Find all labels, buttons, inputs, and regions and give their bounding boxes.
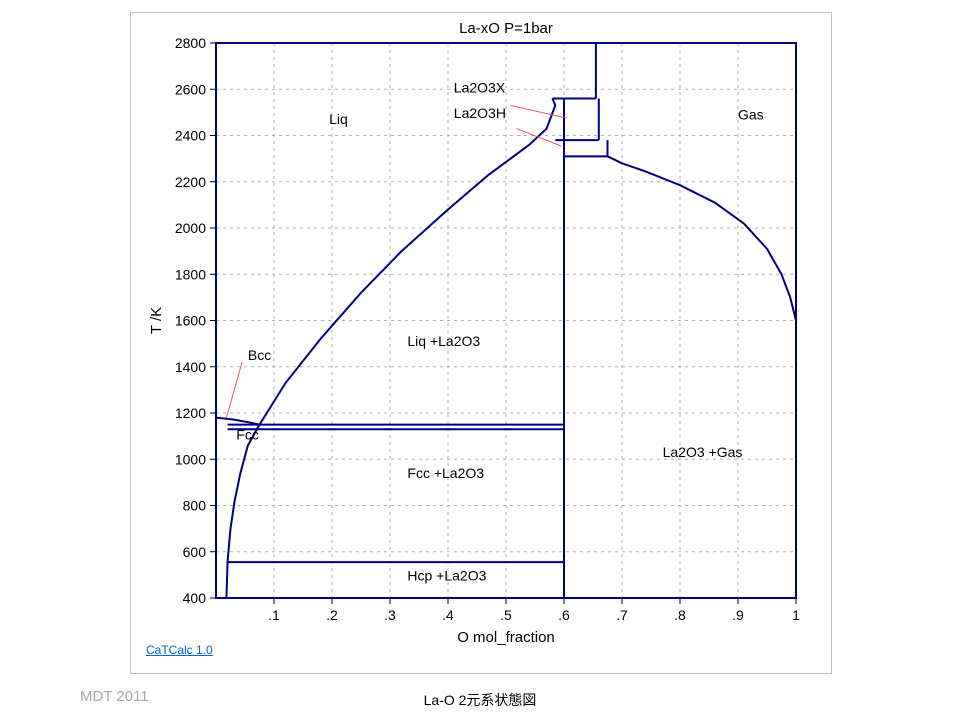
svg-text:La2O3X: La2O3X <box>454 80 506 96</box>
svg-text:.5: .5 <box>500 607 512 623</box>
svg-text:Fcc: Fcc <box>236 427 259 443</box>
phase-diagram-chart: La-xO P=1bar.1.2.3.4.5.6.7.8.91400600800… <box>131 13 831 673</box>
svg-text:Bcc: Bcc <box>248 347 271 363</box>
svg-text:1000: 1000 <box>175 451 206 467</box>
svg-text:1600: 1600 <box>175 313 206 329</box>
software-link[interactable]: CaTCalc 1.0 <box>146 643 213 657</box>
svg-text:1200: 1200 <box>175 405 206 421</box>
svg-text:La2O3H: La2O3H <box>454 105 506 121</box>
svg-text:600: 600 <box>183 544 207 560</box>
svg-text:.8: .8 <box>674 607 686 623</box>
svg-text:.2: .2 <box>326 607 338 623</box>
svg-text:.1: .1 <box>268 607 280 623</box>
svg-text:.7: .7 <box>616 607 628 623</box>
svg-text:Fcc +La2O3: Fcc +La2O3 <box>407 465 484 481</box>
svg-text:La2O3 +Gas: La2O3 +Gas <box>663 444 743 460</box>
svg-text:1400: 1400 <box>175 359 206 375</box>
footer-caption: La-O 2元系状態図 <box>0 690 960 710</box>
svg-text:.4: .4 <box>442 607 454 623</box>
svg-text:2200: 2200 <box>175 174 206 190</box>
svg-text:T /K: T /K <box>148 307 165 334</box>
svg-text:Liq: Liq <box>329 111 348 127</box>
svg-text:2600: 2600 <box>175 81 206 97</box>
svg-text:.9: .9 <box>732 607 744 623</box>
svg-text:2000: 2000 <box>175 220 206 236</box>
svg-text:Hcp +La2O3: Hcp +La2O3 <box>407 568 486 584</box>
svg-text:800: 800 <box>183 498 207 514</box>
chart-frame: La-xO P=1bar.1.2.3.4.5.6.7.8.91400600800… <box>130 12 832 674</box>
svg-text:400: 400 <box>183 590 207 606</box>
svg-text:Liq +La2O3: Liq +La2O3 <box>407 333 480 349</box>
svg-text:.3: .3 <box>384 607 396 623</box>
svg-text:La-xO P=1bar: La-xO P=1bar <box>459 20 553 37</box>
svg-text:O mol_fraction: O mol_fraction <box>457 629 555 646</box>
svg-text:1: 1 <box>792 607 800 623</box>
svg-text:2400: 2400 <box>175 128 206 144</box>
svg-text:Gas: Gas <box>738 106 764 122</box>
svg-text:.6: .6 <box>558 607 570 623</box>
svg-text:1800: 1800 <box>175 266 206 282</box>
svg-text:2800: 2800 <box>175 35 206 51</box>
